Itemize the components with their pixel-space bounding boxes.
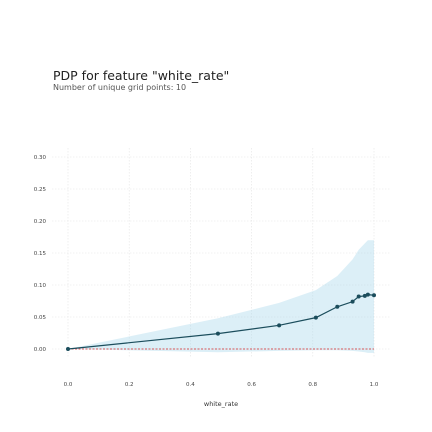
pdp-point bbox=[66, 347, 70, 351]
x-tick-label: 1.0 bbox=[370, 382, 379, 388]
pdp-point bbox=[277, 323, 282, 328]
y-tick-label: 0.05 bbox=[34, 315, 47, 321]
confidence-band bbox=[68, 240, 374, 353]
x-tick-label: 0.0 bbox=[64, 382, 73, 388]
pdp-point bbox=[362, 293, 367, 298]
pdp-point bbox=[335, 304, 340, 309]
y-tick-label: 0.00 bbox=[34, 347, 47, 353]
y-tick-label: 0.10 bbox=[34, 283, 47, 289]
x-tick-labels: 0.0 0.2 0.4 0.6 0.8 1.0 bbox=[64, 382, 379, 388]
pdp-point bbox=[356, 294, 361, 299]
pdp-points bbox=[66, 292, 376, 351]
confidence-band-area bbox=[68, 240, 374, 353]
pdp-point bbox=[365, 292, 370, 297]
y-tick-labels: 0.00 0.05 0.10 0.15 0.20 0.25 0.30 bbox=[34, 155, 47, 353]
chart-title: PDP for feature "white_rate" bbox=[53, 68, 230, 83]
y-tick-label: 0.15 bbox=[34, 251, 47, 257]
chart-subtitle: Number of unique grid points: 10 bbox=[53, 83, 187, 92]
x-tick-label: 0.6 bbox=[247, 382, 256, 388]
x-tick-label: 0.4 bbox=[186, 382, 195, 388]
y-tick-label: 0.30 bbox=[34, 155, 47, 161]
pdp-point bbox=[313, 315, 318, 320]
x-tick-label: 0.8 bbox=[308, 382, 317, 388]
x-tick-label: 0.2 bbox=[125, 382, 134, 388]
pdp-point bbox=[372, 293, 376, 298]
pdp-point bbox=[215, 331, 220, 336]
y-tick-label: 0.25 bbox=[34, 187, 47, 193]
grid-lines bbox=[52, 148, 390, 358]
x-axis-label: white_rate bbox=[204, 400, 238, 408]
pdp-point bbox=[350, 299, 355, 304]
y-tick-label: 0.20 bbox=[34, 219, 47, 225]
